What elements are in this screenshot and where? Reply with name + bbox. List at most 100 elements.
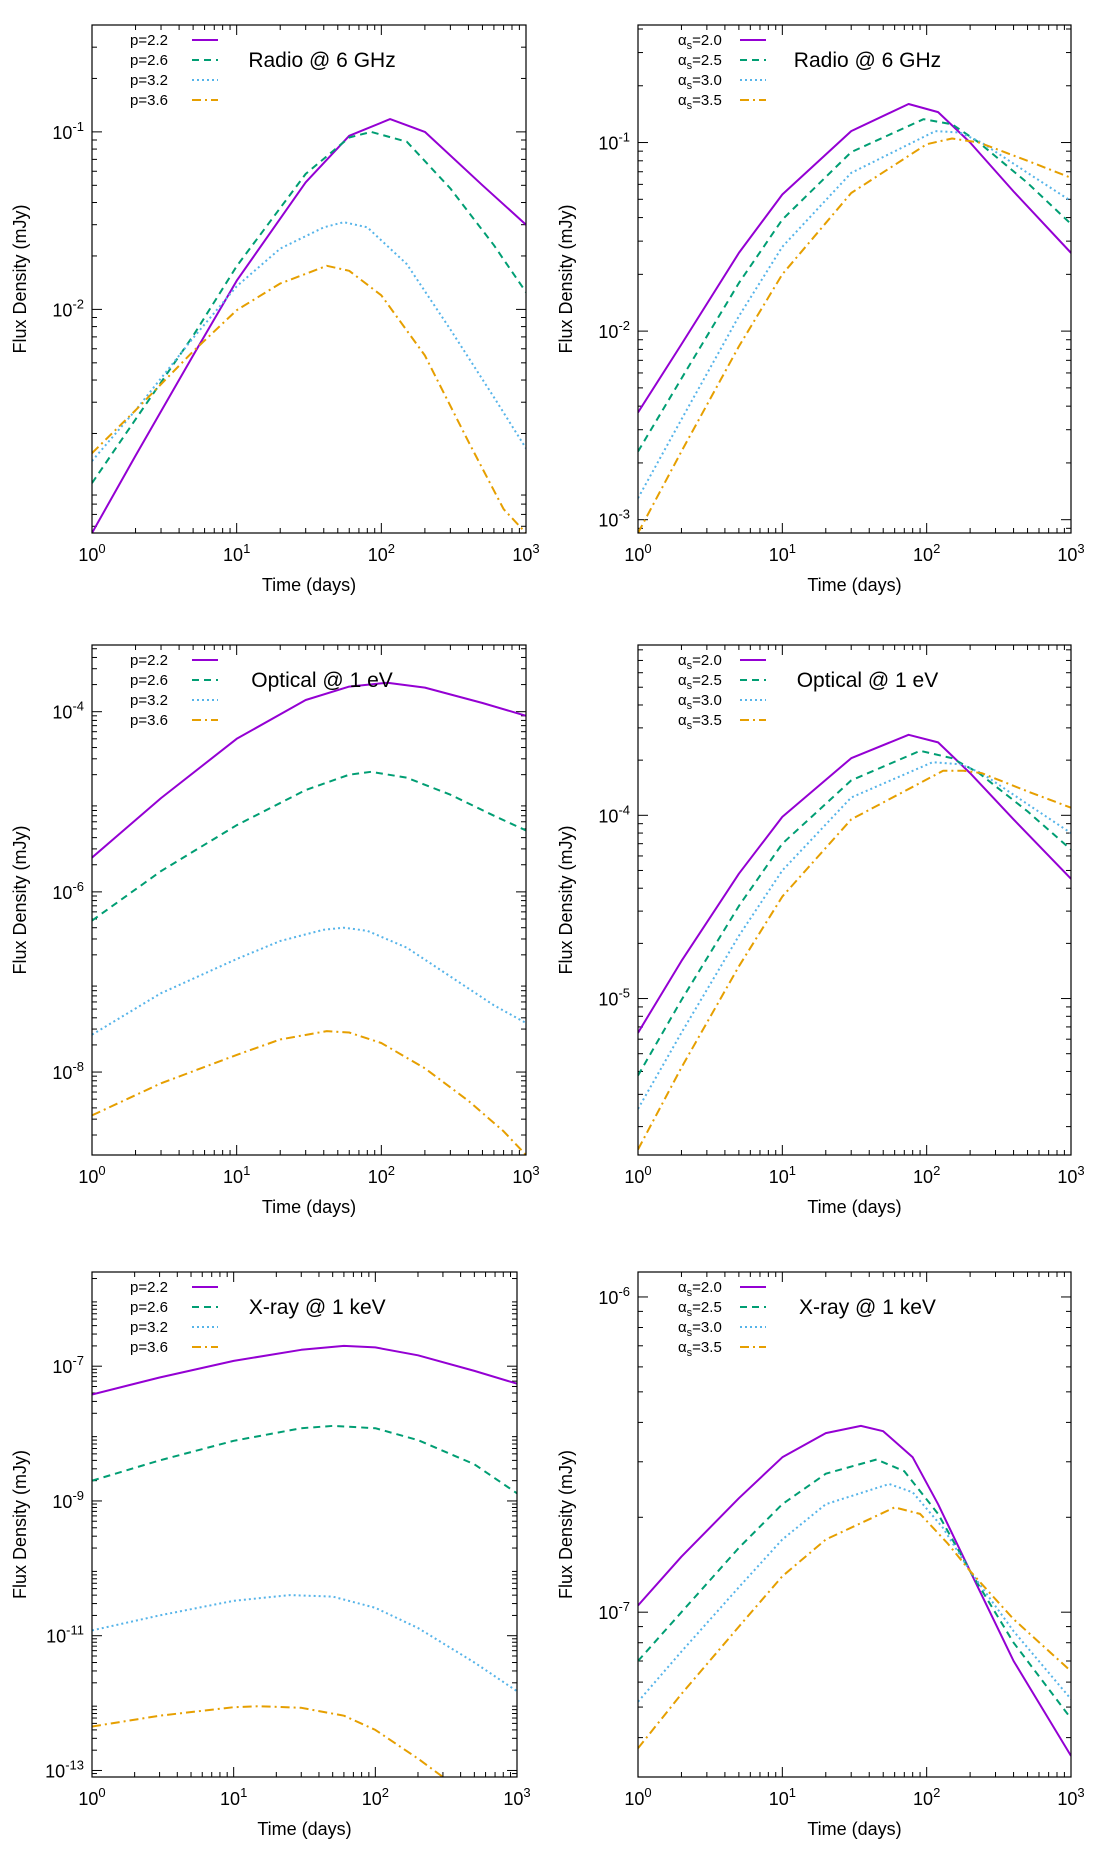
legend-entry: p=2.6 [130,672,168,689]
minor-ticks [92,645,526,1155]
series-line-1 [92,118,526,533]
legend-entry: p=2.2 [130,1279,168,1296]
legend-entry: αs=3.0 [678,1319,722,1339]
x-axis-label: Time (days) [807,1819,901,1839]
series-line-2 [638,1458,1071,1720]
x-tick-label: 101 [223,1163,250,1187]
panel-title: X-ray @ 1 keV [249,1296,386,1319]
panel-title: Optical @ 1 eV [251,669,393,692]
series-line-1 [92,1344,517,1396]
series-line-4 [92,1030,526,1155]
x-tick-label: 103 [512,541,539,565]
series-line-4 [638,769,1071,1150]
legend: αs=2.0αs=2.5αs=3.0αs=3.5 [678,652,766,732]
y-tick-label: 10-2 [52,296,84,320]
x-axis-label: Time (days) [807,575,901,595]
y-tick-label: 10-5 [598,986,630,1010]
panel-title: Optical @ 1 eV [797,669,939,692]
panel-optical-p: 100 101 102 103 10-8 10-6 10-4 Optical @ 1 eV Ti… [10,644,540,1217]
series-line-1 [92,681,526,859]
legend: p=2.2 p=2.6 p=3.2 p=3.6 [130,652,218,729]
y-tick-label: 10-13 [45,1757,84,1781]
x-tick-label: 103 [512,1163,539,1187]
x-tick-label: 103 [1057,1785,1084,1809]
series-line-4 [92,264,526,533]
y-tick-label: 10-7 [52,1353,84,1377]
legend-entry: p=3.6 [130,712,168,729]
minor-ticks [638,25,1071,533]
plot-frame [637,24,1072,534]
panel-radio-alpha: 100 101 102 103 10-3 10-2 10-1 Radio @ 6 GHz Tim… [556,24,1085,595]
x-tick-label: 102 [368,541,395,565]
y-tick-label: 10-1 [598,130,630,154]
x-tick-label: 101 [223,541,250,565]
legend-entry: p=2.6 [130,52,168,69]
x-tick-label: 102 [913,1785,940,1809]
series-line-1 [638,103,1071,414]
legend: αs=2.0αs=2.5αs=3.0αs=3.5 [678,32,766,112]
legend-entry: p=3.2 [130,1319,168,1336]
x-tick-label: 101 [220,1785,247,1809]
series-line-4 [638,137,1071,533]
y-axis-label: Flux Density (mJy) [10,825,30,974]
x-tick-label: 102 [368,1163,395,1187]
legend-entry: p=2.2 [130,652,168,669]
x-tick-label: 100 [78,1163,105,1187]
x-tick-label: 102 [362,1785,389,1809]
y-tick-label: 10-7 [598,1599,630,1623]
y-axis-label: Flux Density (mJy) [556,204,576,353]
panel-xray-p: 100 101 102 103 10-13 10-11 10-9 10-7 X-ray @ 1 … [10,1271,531,1839]
legend: p=2.2 p=2.6 p=3.2 p=3.6 [130,1279,218,1356]
y-tick-label: 10-1 [52,119,84,143]
legend-entry: p=3.6 [130,1339,168,1356]
legend-entry: αs=3.0 [678,72,722,92]
x-tick-label: 101 [769,1163,796,1187]
x-tick-label: 100 [78,541,105,565]
x-tick-label: 102 [913,1163,940,1187]
panel-radio-p: 100 101 102 103 10-2 10-1 Radio @ 6 GHz Time (d… [10,24,540,595]
x-tick-label: 103 [1057,1163,1084,1187]
x-axis-label: Time (days) [262,1197,356,1217]
x-axis-label: Time (days) [262,575,356,595]
x-tick-label: 100 [624,541,651,565]
series-line-2 [638,749,1071,1076]
x-tick-label: 100 [78,1785,105,1809]
minor-ticks [92,25,526,533]
series-line-1 [638,1424,1071,1757]
y-tick-label: 10-2 [598,318,630,342]
x-tick-label: 100 [624,1785,651,1809]
y-tick-label: 10-4 [52,699,84,723]
legend-entry: p=3.6 [130,92,168,109]
series-line-3 [638,761,1071,1110]
legend-entry: p=2.6 [130,1299,168,1316]
x-tick-label: 102 [913,541,940,565]
legend-entry: αs=2.0 [678,1279,722,1299]
x-tick-label: 103 [1057,541,1084,565]
y-tick-label: 10-3 [598,507,630,531]
legend-entry: αs=3.5 [678,1339,722,1359]
y-tick-label: 10-6 [598,1284,630,1308]
panel-xray-alpha: 100 101 102 103 10-7 10-6 X-ray @ 1 keV Time (d… [556,1271,1085,1839]
panel-optical-alpha: 100 101 102 103 10-5 10-4 Optical @ 1 eV Time (… [556,644,1085,1217]
legend-entry: αs=2.5 [678,1299,722,1319]
series-line-4 [92,1705,444,1777]
y-tick-label: 10-9 [52,1488,84,1512]
x-tick-label: 103 [503,1785,530,1809]
legend-entry: αs=2.5 [678,52,722,72]
series-line-1 [638,733,1071,1034]
plot-frame [91,1271,518,1778]
panel-title: Radio @ 6 GHz [794,49,941,72]
y-axis-label: Flux Density (mJy) [556,1450,576,1599]
y-tick-label: 10-4 [598,802,630,826]
minor-ticks [638,1272,1071,1778]
x-tick-label: 101 [769,541,796,565]
x-tick-label: 100 [624,1163,651,1187]
y-axis-label: Flux Density (mJy) [10,204,30,353]
x-tick-label: 101 [769,1785,796,1809]
plot-frame [637,1271,1072,1778]
y-axis-label: Flux Density (mJy) [10,1450,30,1599]
series-line-3 [92,926,526,1036]
legend-entry: p=3.2 [130,692,168,709]
y-tick-label: 10-11 [46,1623,84,1647]
